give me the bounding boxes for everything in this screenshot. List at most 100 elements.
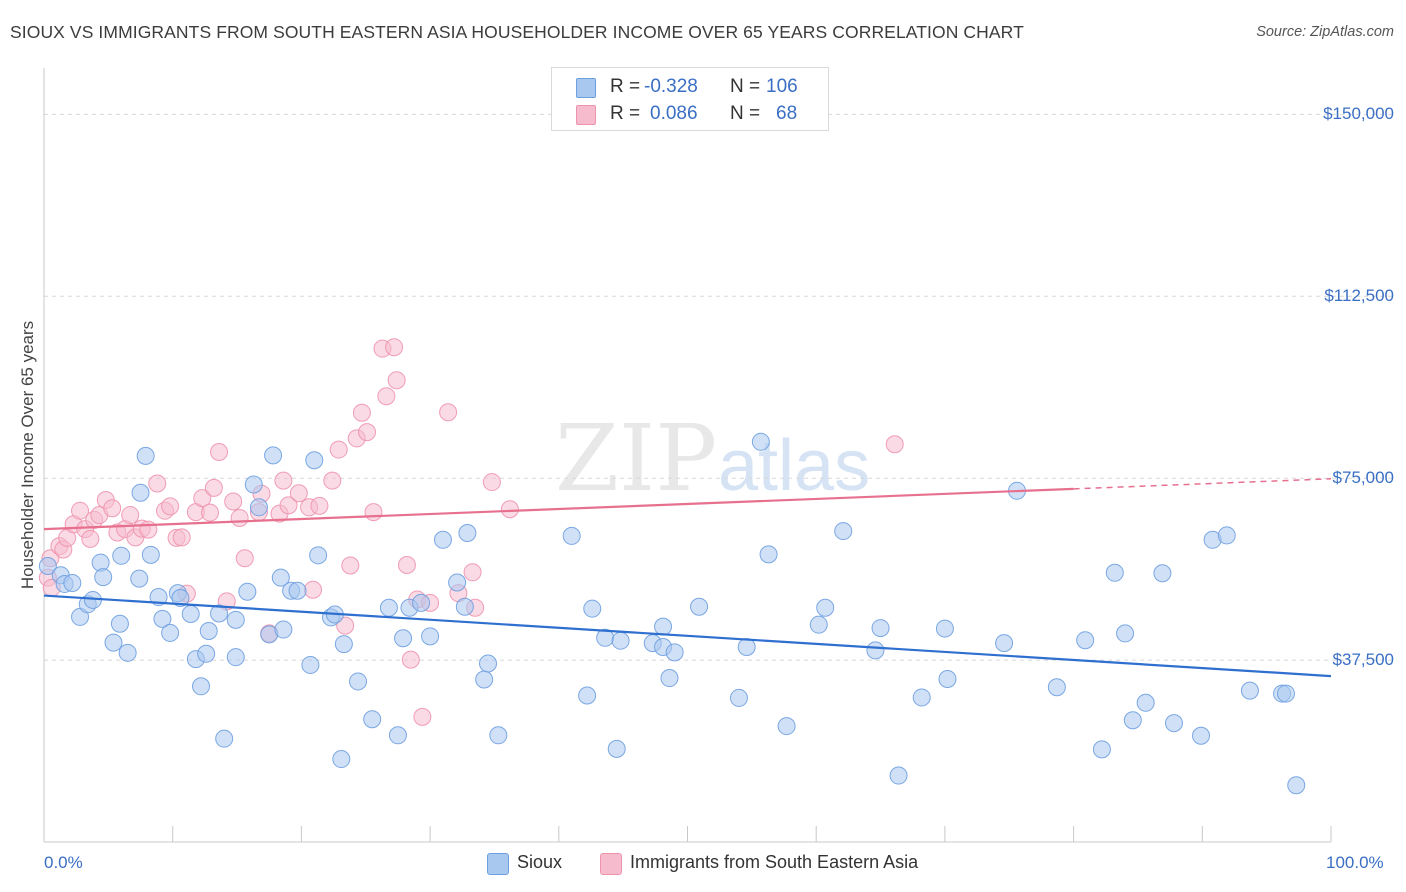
sioux-point — [226, 610, 245, 629]
sioux-point — [866, 641, 885, 660]
sioux-point — [149, 588, 168, 607]
sioux-point — [1092, 740, 1111, 759]
sioux-point — [759, 545, 778, 564]
stats-box: R = -0.328 N = 106 R = 0.086 N = 68 — [551, 67, 829, 131]
y-tick-label: $37,500 — [1332, 650, 1394, 670]
sioux-point — [226, 648, 245, 667]
sioux-point — [421, 627, 440, 646]
sioux-point — [192, 677, 211, 696]
immigrants-point — [148, 474, 167, 493]
immigrants-point — [310, 496, 329, 515]
sioux-trend-line — [43, 594, 1332, 678]
x-tick-label-max: 100.0% — [1326, 853, 1384, 872]
sioux-point — [412, 593, 431, 612]
stats-n-value: 106 — [766, 76, 798, 97]
immigrants-point — [341, 556, 360, 575]
sioux-point — [38, 556, 57, 575]
sioux-point — [63, 573, 82, 592]
immigrants-point — [385, 338, 404, 357]
immigrants-point — [413, 707, 432, 726]
sioux-point — [562, 526, 581, 545]
immigrants-point — [230, 508, 249, 527]
sioux-point — [332, 750, 351, 769]
legend: Sioux Immigrants from South Eastern Asia — [0, 852, 1406, 878]
sioux-point — [274, 620, 293, 639]
immigrants-point — [289, 484, 308, 503]
sioux-point — [448, 573, 467, 592]
watermark-zip: ZIP — [555, 405, 717, 512]
immigrants-point — [224, 492, 243, 511]
immigrants-point — [139, 520, 158, 539]
sioux-point — [1217, 526, 1236, 545]
x-tick-label-min: 0.0% — [44, 853, 83, 872]
sioux-point — [455, 597, 474, 616]
legend-label-sioux: Sioux — [517, 852, 563, 872]
sioux-point — [737, 637, 756, 656]
sioux-point — [171, 589, 190, 608]
legend-swatch-immigrants — [600, 853, 622, 875]
sioux-point — [1276, 684, 1295, 703]
sioux-point — [583, 599, 602, 618]
sioux-point — [153, 609, 172, 628]
sioux-point — [1240, 681, 1259, 700]
sioux-point — [249, 498, 268, 517]
sioux-point — [871, 619, 890, 638]
sioux-point — [197, 644, 216, 663]
legend-swatch-sioux — [487, 853, 509, 875]
sioux-point — [475, 670, 494, 689]
stats-n-label: N = — [730, 103, 761, 124]
sioux-point — [388, 726, 407, 745]
immigrants-point — [482, 473, 501, 492]
immigrants-point — [193, 489, 212, 508]
y-tick-label: $112,500 — [1324, 286, 1394, 306]
sioux-point — [1076, 631, 1095, 650]
chart-title: SIOUX VS IMMIGRANTS FROM SOUTH EASTERN A… — [10, 22, 1024, 42]
sioux-point — [271, 568, 290, 587]
sioux-point — [305, 451, 324, 470]
sioux-point — [130, 569, 149, 588]
sioux-point — [244, 475, 263, 494]
watermark-atlas: atlas — [718, 426, 870, 506]
sioux-point — [578, 686, 597, 705]
sioux-point — [238, 582, 257, 601]
sioux-point — [161, 623, 180, 642]
immigrants-point — [303, 580, 322, 599]
sioux-point — [215, 729, 234, 748]
stats-row-immigrants: R = 0.086 N = 68 — [576, 103, 816, 127]
sioux-point — [136, 446, 155, 465]
sioux-point — [394, 629, 413, 648]
sioux-point — [654, 617, 673, 636]
sioux-point — [816, 598, 835, 617]
sioux-point — [288, 581, 307, 600]
stats-n-label: N = — [730, 76, 761, 97]
sioux-point — [181, 605, 200, 624]
immigrants-point — [358, 423, 377, 442]
sioux-point — [110, 614, 129, 633]
sioux-point — [433, 530, 452, 549]
sioux-point — [1105, 563, 1124, 582]
immigrants-point — [401, 650, 420, 669]
chart-source: Source: ZipAtlas.com — [1256, 24, 1394, 40]
immigrants-point — [364, 503, 383, 522]
immigrants-point — [279, 496, 298, 515]
sioux-point — [479, 654, 498, 673]
sioux-point — [1123, 711, 1142, 730]
immigrants-point — [103, 499, 122, 518]
sioux-point — [938, 670, 957, 689]
sioux-point — [665, 643, 684, 662]
sioux-point — [751, 432, 770, 451]
stats-n-value: 68 — [776, 103, 798, 124]
sioux-point — [199, 621, 218, 640]
immigrants-point — [172, 528, 191, 547]
sioux-point — [379, 598, 398, 617]
sioux-point — [834, 522, 853, 541]
sioux-point — [889, 766, 908, 785]
sioux-point — [912, 688, 931, 707]
immigrants-point — [387, 371, 406, 390]
trend-lines — [43, 478, 1332, 678]
sioux-point — [1287, 776, 1306, 795]
sioux-point — [104, 633, 123, 652]
sioux-point — [349, 672, 368, 691]
immigrants-point — [336, 616, 355, 635]
immigrants-point — [81, 529, 100, 548]
